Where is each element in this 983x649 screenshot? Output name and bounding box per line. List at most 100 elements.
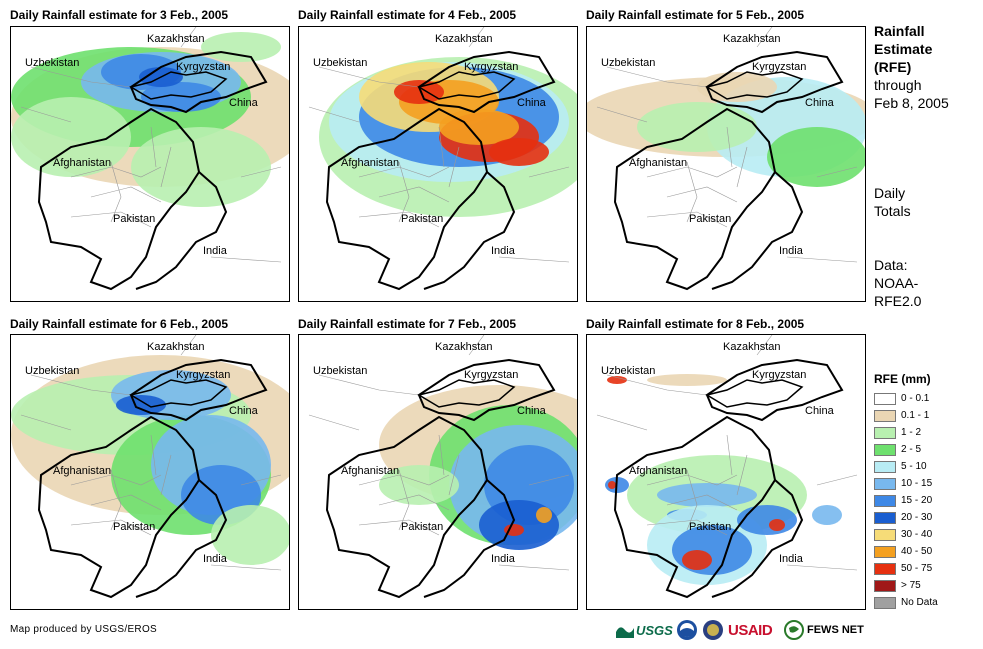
seal-icon xyxy=(703,620,723,640)
legend-swatch xyxy=(874,529,896,541)
data-source-line-2: RFE2.0 xyxy=(874,293,922,309)
dos-seal-logo xyxy=(702,618,724,642)
legend-swatch xyxy=(874,427,896,439)
country-label-kaz: Kazakhstan xyxy=(435,33,493,45)
country-label-kyr: Kyrgyzstan xyxy=(752,61,807,73)
legend-item: 30 - 40 xyxy=(874,528,974,545)
rainfall-map-svg xyxy=(308,27,577,291)
legend-label: 30 - 40 xyxy=(901,529,933,540)
country-label-ind: India xyxy=(491,245,515,257)
panel-title: Daily Rainfall estimate for 5 Feb., 2005 xyxy=(586,8,805,22)
legend-item: 15 - 20 xyxy=(874,494,974,511)
daily-label: Daily xyxy=(874,185,906,201)
daily-totals-label: Daily Totals xyxy=(874,184,911,220)
legend-item: > 75 xyxy=(874,579,974,596)
map-title-block: Rainfall Estimate (RFE) through Feb 8, 2… xyxy=(874,22,949,112)
legend-label: 0.1 - 1 xyxy=(901,410,930,421)
through-label: through xyxy=(874,77,922,93)
pakistan-border xyxy=(135,479,228,598)
data-label: Data: xyxy=(874,257,908,273)
legend-title: RFE (mm) xyxy=(874,372,931,386)
legend-item: 50 - 75 xyxy=(874,562,974,579)
country-label-afg: Afghanistan xyxy=(341,157,400,169)
legend-label: 50 - 75 xyxy=(901,563,933,574)
legend-swatch xyxy=(874,597,896,609)
province-borders xyxy=(308,335,570,571)
pakistan-border xyxy=(135,171,228,290)
title-line-1: Rainfall xyxy=(874,23,925,39)
country-label-afg: Afghanistan xyxy=(53,465,112,477)
country-label-pak: Pakistan xyxy=(401,213,444,225)
country-label-uzb: Uzbekistan xyxy=(313,365,368,377)
pakistan-border xyxy=(711,479,804,598)
country-label-ind: India xyxy=(779,245,803,257)
fewsnet-text: FEWS NET xyxy=(807,624,864,636)
legend-label: 15 - 20 xyxy=(901,495,933,506)
rainfall-area xyxy=(536,507,552,523)
country-label-pak: Pakistan xyxy=(113,213,156,225)
rainfall-area xyxy=(439,109,519,145)
country-label-ind: India xyxy=(779,553,803,565)
tajik-border xyxy=(705,358,844,422)
pakistan-border xyxy=(423,171,516,290)
panel-title: Daily Rainfall estimate for 3 Feb., 2005 xyxy=(10,8,229,22)
rainfall-map-svg xyxy=(308,335,577,599)
rainfall-area xyxy=(131,127,271,207)
tajik-border xyxy=(417,358,556,422)
legend-swatch xyxy=(874,410,896,422)
rainfall-area xyxy=(608,481,616,489)
legend-swatch xyxy=(874,461,896,473)
rainfall-area xyxy=(211,505,289,565)
legend-swatch xyxy=(874,495,896,507)
legend-label: 10 - 15 xyxy=(901,478,933,489)
country-label-uzb: Uzbekistan xyxy=(601,57,656,69)
rainfall-map-panel: Kazakhstan Uzbekistan Kyrgyzstan China Afgha… xyxy=(298,334,578,610)
legend-swatch xyxy=(874,563,896,575)
country-label-ind: India xyxy=(203,245,227,257)
legend-item: 40 - 50 xyxy=(874,545,974,562)
pakistan-border xyxy=(711,171,804,290)
legend-item: 5 - 10 xyxy=(874,460,974,477)
country-label-uzb: Uzbekistan xyxy=(25,365,80,377)
legend-item: 1 - 2 xyxy=(874,426,974,443)
country-label-ind: India xyxy=(491,553,515,565)
country-label-chi: China xyxy=(517,97,546,109)
rainfall-area xyxy=(11,97,131,177)
country-label-kaz: Kazakhstan xyxy=(723,341,781,353)
country-label-kaz: Kazakhstan xyxy=(147,341,205,353)
rainfall-area xyxy=(394,80,444,104)
panel-title: Daily Rainfall estimate for 7 Feb., 2005 xyxy=(298,317,517,331)
country-label-kyr: Kyrgyzstan xyxy=(176,369,231,381)
rainfall-map-panel: Kazakhstan Uzbekistan Kyrgyzstan China Afgha… xyxy=(10,26,290,302)
rainfall-area xyxy=(607,376,627,384)
rainfall-area xyxy=(489,138,549,166)
country-label-uzb: Uzbekistan xyxy=(601,365,656,377)
rainfall-map-panel: Kazakhstan Uzbekistan Kyrgyzstan China Afgha… xyxy=(298,26,578,302)
country-label-ind: India xyxy=(203,553,227,565)
country-label-chi: China xyxy=(229,97,258,109)
kyrgyzstan-border xyxy=(129,71,228,100)
country-label-chi: China xyxy=(805,97,834,109)
title-line-3: (RFE) xyxy=(874,59,912,75)
country-label-pak: Pakistan xyxy=(689,213,732,225)
rainfall-map-panel: Kazakhstan Uzbekistan Kyrgyzstan China Afgha… xyxy=(10,334,290,610)
country-label-kyr: Kyrgyzstan xyxy=(464,369,519,381)
legend-swatch xyxy=(874,444,896,456)
province-borders xyxy=(20,27,282,263)
country-label-chi: China xyxy=(805,405,834,417)
legend-item: No Data xyxy=(874,596,974,613)
kyrgyzstan-border xyxy=(705,379,804,408)
legend-swatch xyxy=(874,393,896,405)
through-date: Feb 8, 2005 xyxy=(874,95,949,111)
rainfall-map-svg xyxy=(11,27,289,291)
rainfall-area xyxy=(141,82,221,112)
rainfall-area xyxy=(737,505,797,535)
legend-label: 40 - 50 xyxy=(901,546,933,557)
rainfall-area xyxy=(504,524,524,536)
afghanistan-border xyxy=(325,415,489,599)
province-borders xyxy=(308,27,570,263)
province-borders xyxy=(596,335,858,571)
country-label-uzb: Uzbekistan xyxy=(25,57,80,69)
rainfall-map-svg xyxy=(596,335,858,599)
panel-title: Daily Rainfall estimate for 4 Feb., 2005 xyxy=(298,8,517,22)
